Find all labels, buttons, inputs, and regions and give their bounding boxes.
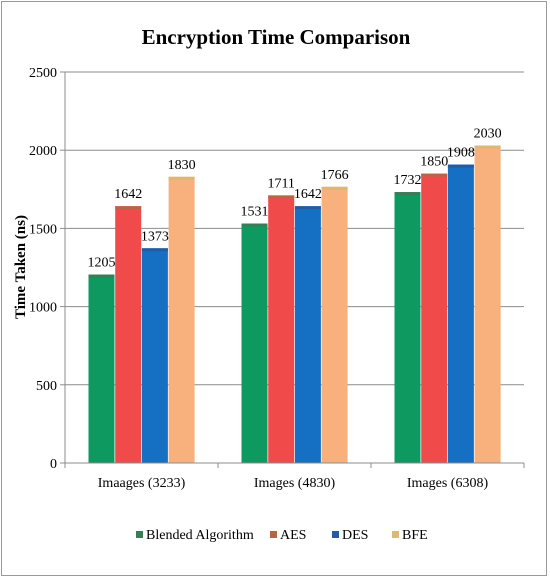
x-tick-label: Images (6308) <box>407 476 489 491</box>
legend-label: Blended Algorithm <box>146 528 254 543</box>
x-tick-label: Imaages (3233) <box>98 476 186 491</box>
legend-swatch <box>392 531 399 538</box>
data-label: 1766 <box>321 168 349 183</box>
axes: 0 500 1000 1500 2000 2500 Imaages (3233) Images… <box>29 66 525 491</box>
data-label: 1732 <box>394 173 422 188</box>
bar-top-edge <box>321 186 348 190</box>
data-label: 1373 <box>141 229 169 244</box>
legend: Blended Algorithm AES DES BFE <box>136 528 428 543</box>
bar-top-edge <box>168 176 195 180</box>
bars <box>88 145 501 463</box>
bar-bfe <box>474 145 501 463</box>
bar-top-edge <box>141 248 168 252</box>
bar-blended-algorithm <box>88 274 115 463</box>
data-label: 2030 <box>474 127 502 142</box>
bar-des <box>141 248 168 463</box>
bar-top-edge <box>268 195 295 199</box>
data-label: 1711 <box>267 176 294 191</box>
data-label: 1830 <box>168 158 196 173</box>
bar-top-edge <box>115 206 142 210</box>
bar-bfe <box>321 186 348 463</box>
bar-des <box>447 164 474 463</box>
data-label: 1205 <box>88 256 116 271</box>
bar-aes <box>268 195 295 463</box>
legend-label: BFE <box>402 528 428 543</box>
bar-top-edge <box>294 206 321 210</box>
data-label: 1908 <box>447 146 475 161</box>
x-tick-label: Images (4830) <box>254 476 336 491</box>
bar-top-edge <box>421 173 448 177</box>
legend-swatch <box>136 531 143 538</box>
gridlines <box>65 71 524 386</box>
bar-top-edge <box>241 223 268 227</box>
y-tick-label: 0 <box>50 457 57 472</box>
bar-blended-algorithm <box>394 192 421 463</box>
bar-top-edge <box>447 164 474 168</box>
bar-aes <box>115 206 142 463</box>
legend-swatch <box>332 531 339 538</box>
data-label: 1531 <box>241 205 269 220</box>
y-axis-title: Time Taken (ns) <box>13 215 29 319</box>
bar-aes <box>421 173 448 463</box>
bar-blended-algorithm <box>241 223 268 463</box>
legend-label: AES <box>280 528 306 543</box>
legend-label: DES <box>342 528 368 543</box>
bar-bfe <box>168 176 195 463</box>
y-tick-label: 1500 <box>29 222 57 237</box>
legend-swatch <box>270 531 277 538</box>
bar-top-edge <box>88 274 115 278</box>
chart-title: Encryption Time Comparison <box>142 25 411 49</box>
y-tick-label: 2000 <box>29 144 57 159</box>
y-tick-label: 500 <box>36 379 57 394</box>
bar-des <box>294 206 321 463</box>
bar-top-edge <box>394 192 421 196</box>
bar-top-edge <box>474 145 501 149</box>
data-label: 1642 <box>114 187 142 202</box>
data-label: 1642 <box>294 187 322 202</box>
y-tick-label: 1000 <box>29 301 57 316</box>
data-label: 1850 <box>420 155 448 170</box>
y-tick-label: 2500 <box>29 66 57 81</box>
